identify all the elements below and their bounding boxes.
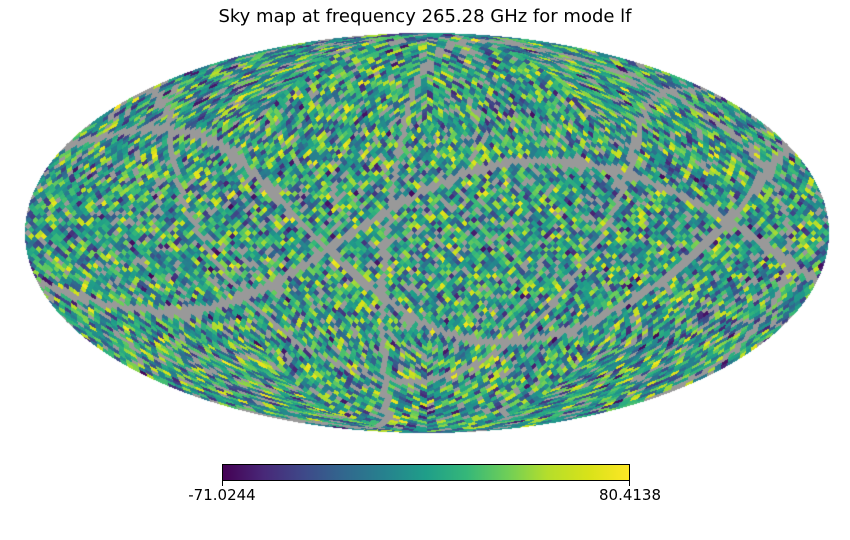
colorbar-tick-min <box>222 481 223 486</box>
colorbar-tick-max <box>629 481 630 486</box>
colorbar-min-label: -71.0244 <box>188 486 256 504</box>
colorbar-gradient <box>222 464 630 481</box>
colorbar-max-label: 80.4138 <box>598 486 662 504</box>
